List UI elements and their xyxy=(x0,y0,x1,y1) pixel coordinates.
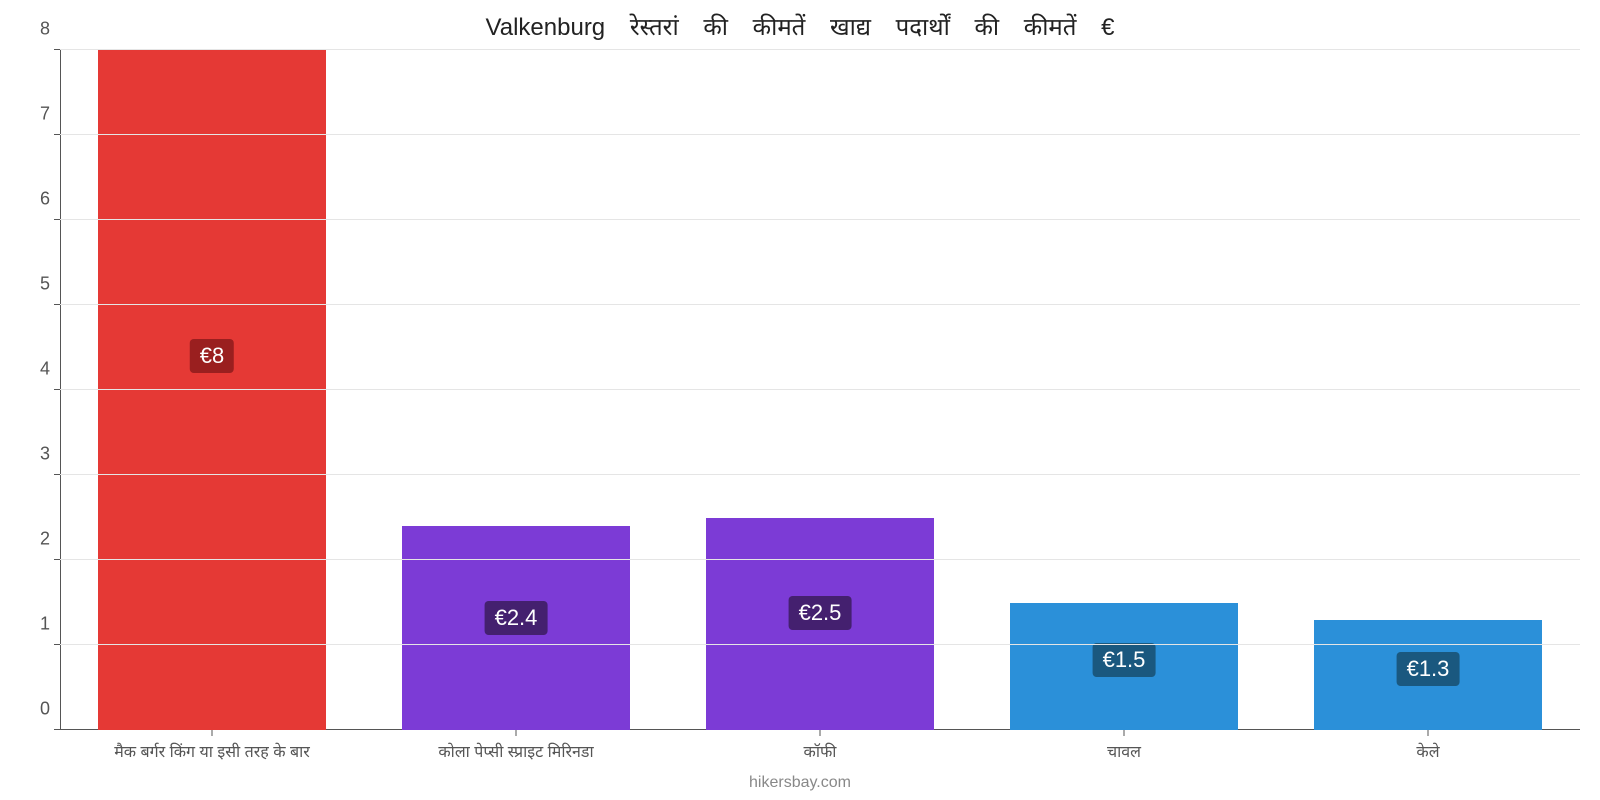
x-tick-label: चावल xyxy=(1107,740,1141,762)
y-tick-label: 5 xyxy=(40,274,50,295)
x-tick-mark xyxy=(820,730,821,736)
y-tick-label: 0 xyxy=(40,699,50,720)
y-tick-mark xyxy=(54,219,60,220)
y-tick-label: 2 xyxy=(40,529,50,550)
grid-line xyxy=(60,559,1580,560)
bar-value-label: €2.4 xyxy=(485,601,548,635)
x-tick-mark xyxy=(1428,730,1429,736)
y-tick-label: 3 xyxy=(40,444,50,465)
bar-value-label: €2.5 xyxy=(789,596,852,630)
attribution-text: hikersbay.com xyxy=(749,774,851,792)
y-tick-mark xyxy=(54,474,60,475)
grid-line xyxy=(60,304,1580,305)
y-tick-mark xyxy=(54,49,60,50)
y-tick-mark xyxy=(54,729,60,730)
plot-area: €8€2.4€2.5€1.5€1.3 012345678मैक बर्गर कि… xyxy=(60,50,1580,730)
y-tick-mark xyxy=(54,389,60,390)
bar: €1.3 xyxy=(1314,620,1542,731)
y-tick-label: 6 xyxy=(40,189,50,210)
y-tick-label: 7 xyxy=(40,104,50,125)
y-tick-label: 1 xyxy=(40,614,50,635)
y-tick-label: 8 xyxy=(40,19,50,40)
grid-line xyxy=(60,474,1580,475)
grid-line xyxy=(60,134,1580,135)
y-tick-label: 4 xyxy=(40,359,50,380)
x-tick-label: कोला पेप्सी स्प्राइट मिरिनडा xyxy=(438,740,593,762)
x-tick-mark xyxy=(516,730,517,736)
bar: €2.5 xyxy=(706,518,934,731)
chart-title: Valkenburg रेस्तरां की कीमतें खाद्य पदार… xyxy=(0,0,1600,50)
bar-value-label: €1.5 xyxy=(1093,643,1156,677)
y-tick-mark xyxy=(54,559,60,560)
y-tick-mark xyxy=(54,134,60,135)
x-tick-mark xyxy=(1124,730,1125,736)
grid-line xyxy=(60,644,1580,645)
price-chart: Valkenburg रेस्तरां की कीमतें खाद्य पदार… xyxy=(0,0,1600,800)
y-tick-mark xyxy=(54,644,60,645)
x-tick-mark xyxy=(212,730,213,736)
grid-line xyxy=(60,389,1580,390)
bar: €8 xyxy=(98,50,326,730)
grid-line xyxy=(60,49,1580,50)
grid-line xyxy=(60,219,1580,220)
x-tick-label: केले xyxy=(1416,740,1439,762)
bar: €2.4 xyxy=(402,526,630,730)
x-tick-label: कॉफी xyxy=(804,740,837,762)
bars-layer: €8 €2.4 €2.5 €1.5 €1.3 xyxy=(60,50,1580,730)
y-tick-mark xyxy=(54,304,60,305)
bar-value-label: €1.3 xyxy=(1397,652,1460,686)
x-tick-label: मैक बर्गर किंग या इसी तरह के बार xyxy=(114,740,310,762)
bar: €1.5 xyxy=(1010,603,1238,731)
bar-value-label: €8 xyxy=(190,339,234,373)
